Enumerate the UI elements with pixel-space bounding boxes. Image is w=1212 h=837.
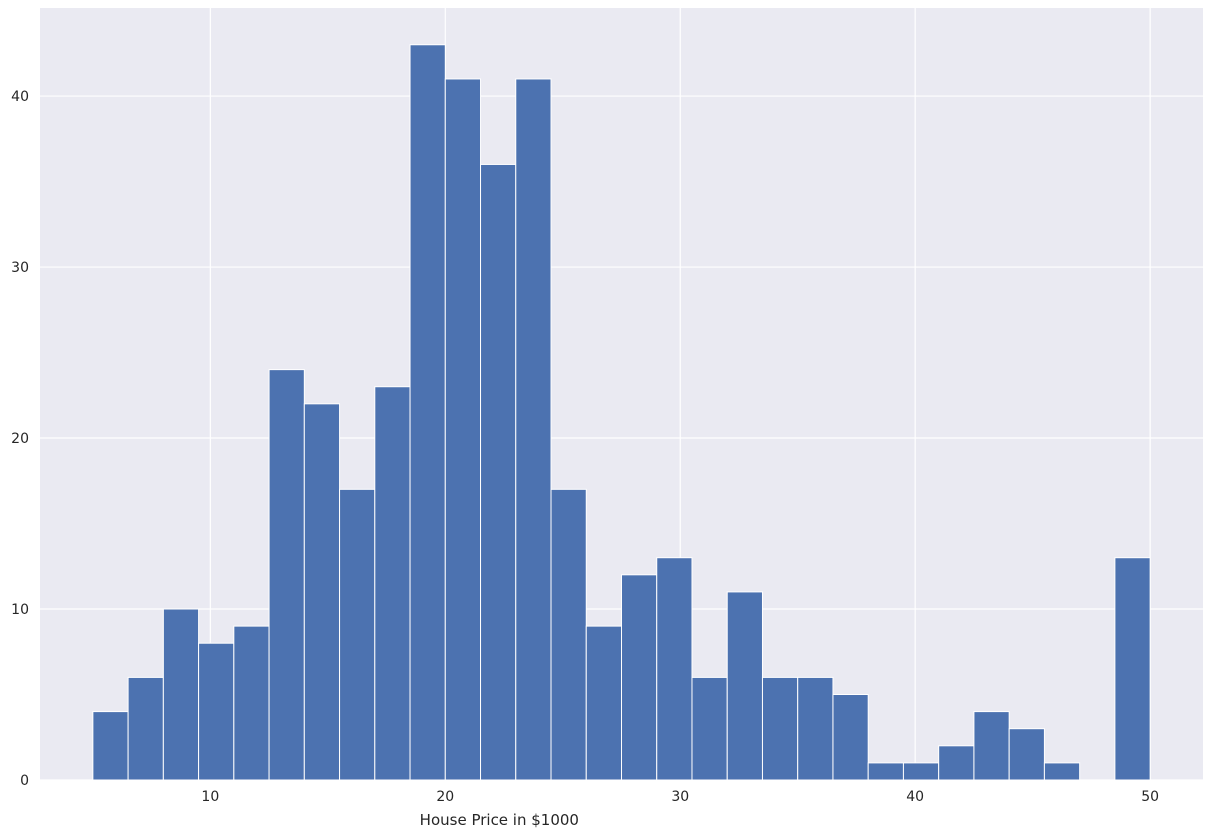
x-tick-label: 40 [906, 789, 924, 805]
x-axis-label: House Price in $1000 [420, 811, 579, 829]
histogram-bar [1114, 557, 1151, 781]
histogram-bar [902, 762, 940, 781]
histogram-bar [585, 625, 622, 781]
histogram-bar [867, 762, 904, 781]
histogram-bar [726, 591, 763, 781]
histogram-bar [409, 44, 446, 781]
histogram-bar [374, 386, 411, 781]
bars [92, 44, 1151, 781]
x-tick-label: 20 [436, 789, 454, 805]
y-tick-labels: 0 10 20 30 40 [11, 89, 29, 789]
x-tick-labels: 10 20 30 40 50 [201, 789, 1159, 805]
histogram-bar [127, 676, 164, 781]
histogram-bar [480, 163, 517, 781]
histogram-bar [339, 488, 376, 781]
histogram-bar [973, 711, 1010, 781]
histogram-bar [691, 676, 728, 781]
y-tick-label: 20 [11, 431, 29, 447]
histogram-bar [550, 488, 587, 781]
y-tick-label: 10 [11, 602, 29, 618]
histogram-bar [761, 676, 799, 781]
histogram-bar [621, 574, 658, 781]
histogram-bar [268, 369, 305, 781]
y-tick-label: 0 [20, 773, 29, 789]
histogram-bar [832, 694, 869, 781]
histogram-bar [515, 78, 552, 781]
histogram-bar [162, 608, 200, 781]
histogram-bar [92, 711, 129, 781]
y-tick-label: 30 [11, 260, 29, 276]
histogram-bar [1043, 762, 1081, 781]
histogram-bar [444, 78, 482, 781]
histogram-bar [303, 403, 341, 781]
y-tick-label: 40 [11, 89, 29, 105]
histogram-bar [233, 625, 270, 781]
histogram-bar [938, 745, 975, 781]
histogram-bar [656, 557, 693, 781]
x-tick-label: 50 [1141, 789, 1159, 805]
histogram-bar [198, 642, 235, 781]
histogram-bar [1008, 728, 1045, 781]
x-tick-label: 10 [201, 789, 219, 805]
x-tick-label: 30 [671, 789, 689, 805]
histogram-bar [797, 676, 834, 781]
